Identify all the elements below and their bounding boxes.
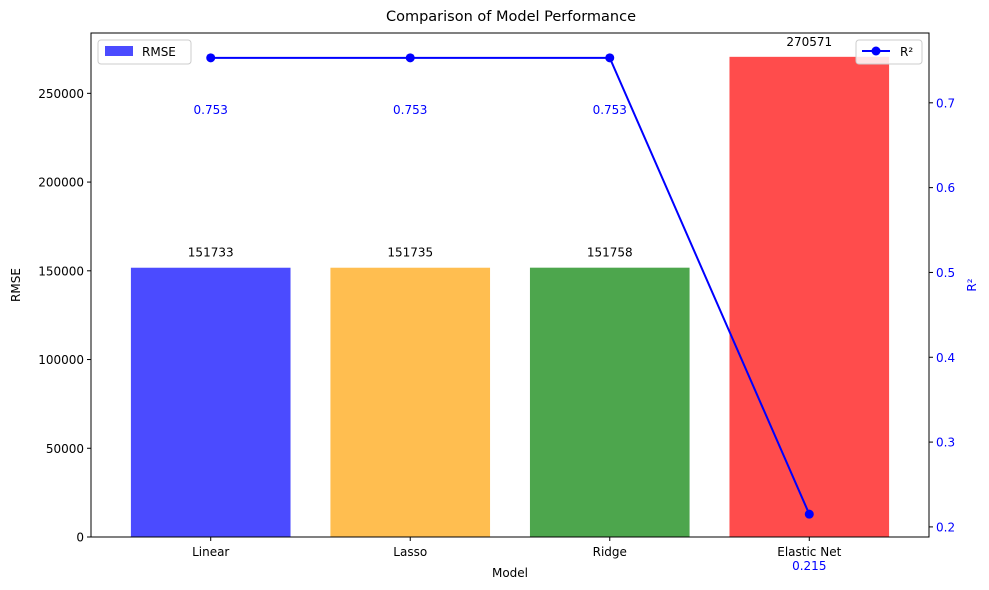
y-axis-label: RMSE: [9, 268, 23, 302]
r2-line: [210, 56, 811, 515]
plot-frame: [90, 32, 930, 538]
x-tick-label: Ridge: [593, 545, 627, 559]
bar-linear: [130, 267, 291, 537]
y2-tick-label: 0.5: [936, 266, 955, 280]
bar-value-label: 151758: [587, 246, 633, 260]
r2-value-label: 0.753: [194, 103, 228, 117]
y-tick-label: 100000: [38, 353, 84, 367]
r2-value-label: 0.215: [792, 559, 826, 573]
x-tick-label: Linear: [192, 545, 229, 559]
y2-tick-label: 0.7: [936, 96, 955, 110]
legend-r2-marker: [871, 46, 881, 56]
x-tick-label: Lasso: [393, 545, 427, 559]
bar-ridge: [529, 267, 690, 537]
bar-value-label: 270571: [786, 35, 832, 49]
legend-r2: R²: [855, 39, 923, 65]
y-tick-label: 0: [76, 531, 84, 545]
r2-point: [206, 53, 216, 63]
x-axis-label: Model: [492, 566, 528, 580]
y2-tick-label: 0.3: [936, 436, 955, 450]
y2-axis-label: R²: [965, 278, 979, 291]
legend-rmse-label: RMSE: [142, 45, 176, 59]
y-tick-label: 150000: [38, 264, 84, 278]
y2-tick-label: 0.4: [936, 351, 955, 365]
bar-value-label: 151735: [387, 246, 433, 260]
y-tick-label: 250000: [38, 87, 84, 101]
chart-title: Comparison of Model Performance: [386, 9, 636, 25]
y-tick-label: 50000: [46, 442, 84, 456]
bar-elastic-net: [729, 56, 890, 537]
r2-value-label: 0.753: [393, 103, 427, 117]
legend-rmse-swatch: [105, 46, 133, 56]
y2-tick-label: 0.2: [936, 520, 955, 534]
bar-value-label: 151733: [188, 246, 234, 260]
bars-layer: 151733 151735 151758 270571: [130, 35, 890, 537]
r2-point: [405, 53, 415, 63]
x-axis: Linear Lasso Ridge Elastic Net: [192, 537, 842, 559]
legend-rmse: RMSE: [97, 39, 192, 65]
legend-r2-label: R²: [900, 45, 913, 59]
r2-value-label: 0.753: [593, 103, 627, 117]
y2-tick-label: 0.6: [936, 181, 955, 195]
x-tick-label: Elastic Net: [777, 545, 841, 559]
left-axis: 0 50000 100000 150000 200000 250000: [38, 87, 91, 545]
line-layer: 0.753 0.753 0.753 0.215: [194, 53, 826, 573]
bar-lasso: [330, 267, 491, 537]
right-axis: 0.2 0.3 0.4 0.5 0.6 0.7: [929, 96, 955, 534]
r2-point: [804, 509, 814, 519]
y-tick-label: 200000: [38, 176, 84, 190]
r2-point: [605, 53, 615, 63]
